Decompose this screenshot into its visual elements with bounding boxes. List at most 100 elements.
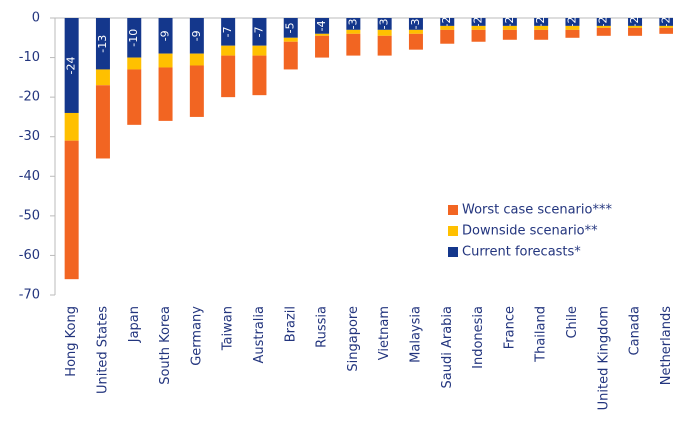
bar-segment <box>565 29 580 38</box>
y-tick-label: -40 <box>19 169 40 184</box>
bar-segment <box>440 18 455 26</box>
value-label: -10 <box>127 29 140 47</box>
y-tick-label: -20 <box>19 90 40 105</box>
value-label: -3 <box>346 18 359 29</box>
x-tick-label: Australia <box>252 306 267 364</box>
bar-segment <box>659 27 673 34</box>
x-tick-label: United States <box>95 306 110 394</box>
bar-segment <box>502 25 517 30</box>
bar-segment <box>565 18 580 26</box>
value-label: -7 <box>221 26 234 37</box>
bar-segment <box>283 18 298 38</box>
x-tick-label: France <box>502 306 517 349</box>
x-tick-label: Canada <box>628 306 643 355</box>
bar-segment <box>534 25 549 30</box>
x-tick-label: Brazil <box>283 306 298 342</box>
value-label: -2 <box>628 16 641 27</box>
legend-swatch <box>448 226 458 236</box>
y-tick-label: -70 <box>19 288 40 303</box>
bar-segment <box>408 29 423 34</box>
bar-segment <box>596 18 611 26</box>
bar-segment <box>502 18 517 26</box>
x-tick-label: Singapore <box>346 306 361 372</box>
bar-segment <box>283 41 298 70</box>
bar-segment <box>127 57 142 70</box>
value-label: -2 <box>534 16 547 27</box>
bar-segment <box>377 29 392 36</box>
bar-segment <box>189 65 204 117</box>
bar-segment <box>377 18 392 30</box>
value-label: -4 <box>315 20 328 31</box>
bar-segment <box>95 69 110 86</box>
x-tick-label: Russia <box>315 306 330 348</box>
x-tick-label: Vietnam <box>377 306 392 360</box>
legend-label: Worst case scenario*** <box>462 203 612 218</box>
bar-segment <box>221 18 236 46</box>
x-tick-label: Taiwan <box>221 306 236 351</box>
value-label: -2 <box>659 16 672 27</box>
x-tick-label: Malaysia <box>408 306 423 363</box>
value-label: -2 <box>597 16 610 27</box>
bar-segment <box>471 25 486 30</box>
y-tick-label: -60 <box>19 248 40 263</box>
value-label: -3 <box>409 18 422 29</box>
bar-segment <box>189 53 204 66</box>
legend-label: Current forecasts* <box>462 245 581 260</box>
x-tick-label: Germany <box>189 306 204 366</box>
x-tick-label: Chile <box>565 306 580 339</box>
value-label: -9 <box>159 30 172 41</box>
bar-segment <box>127 18 142 58</box>
bar-segment <box>315 35 330 58</box>
value-label: -9 <box>190 30 203 41</box>
x-tick-label: Netherlands <box>659 306 673 385</box>
bar-segment <box>408 18 423 30</box>
bar-segment <box>158 67 173 121</box>
bar-segment <box>659 18 673 26</box>
bar-segment <box>315 18 330 34</box>
bar-segment <box>408 33 423 50</box>
bar-segment <box>346 18 361 30</box>
bar-segment <box>628 25 643 28</box>
value-label: -13 <box>96 35 109 53</box>
legend-swatch <box>448 205 458 215</box>
bar-segment <box>471 18 486 26</box>
value-label: -7 <box>252 26 265 37</box>
x-tick-label: Thailand <box>534 306 549 363</box>
bar-segment <box>221 55 236 98</box>
value-label: -2 <box>472 16 485 27</box>
x-tick-label: Japan <box>127 306 142 343</box>
bar-segment <box>659 25 673 28</box>
bar-segment <box>64 140 79 280</box>
bar-segment <box>565 25 580 30</box>
y-tick-label: 0 <box>32 11 40 26</box>
bar-segment <box>158 18 173 54</box>
y-tick-label: -50 <box>19 208 40 223</box>
bar-segment <box>534 18 549 26</box>
bar-segment <box>440 25 455 30</box>
bar-segment <box>252 45 267 56</box>
bar-segment <box>377 35 392 56</box>
bar-segment <box>346 33 361 56</box>
bar-segment <box>95 18 110 70</box>
bar-segment <box>502 29 517 40</box>
bar-segment <box>64 18 79 113</box>
value-label: -3 <box>378 18 391 29</box>
bar-segment <box>95 85 110 159</box>
bar-segment <box>127 69 142 125</box>
x-tick-label: United Kingdom <box>596 306 611 410</box>
bar-segment <box>346 29 361 34</box>
bar-segment <box>440 29 455 44</box>
legend-swatch <box>448 247 458 257</box>
bar-segment <box>221 45 236 56</box>
y-tick-label: -10 <box>19 50 40 65</box>
x-tick-label: Saudi Arabia <box>440 306 455 389</box>
bar-segment <box>471 29 486 42</box>
bar-segment <box>252 18 267 46</box>
bar-segment <box>315 33 330 36</box>
value-label: -2 <box>565 16 578 27</box>
bar-segment <box>596 25 611 28</box>
legend-label: Downside scenario** <box>462 224 598 239</box>
bar-segment <box>158 53 173 68</box>
